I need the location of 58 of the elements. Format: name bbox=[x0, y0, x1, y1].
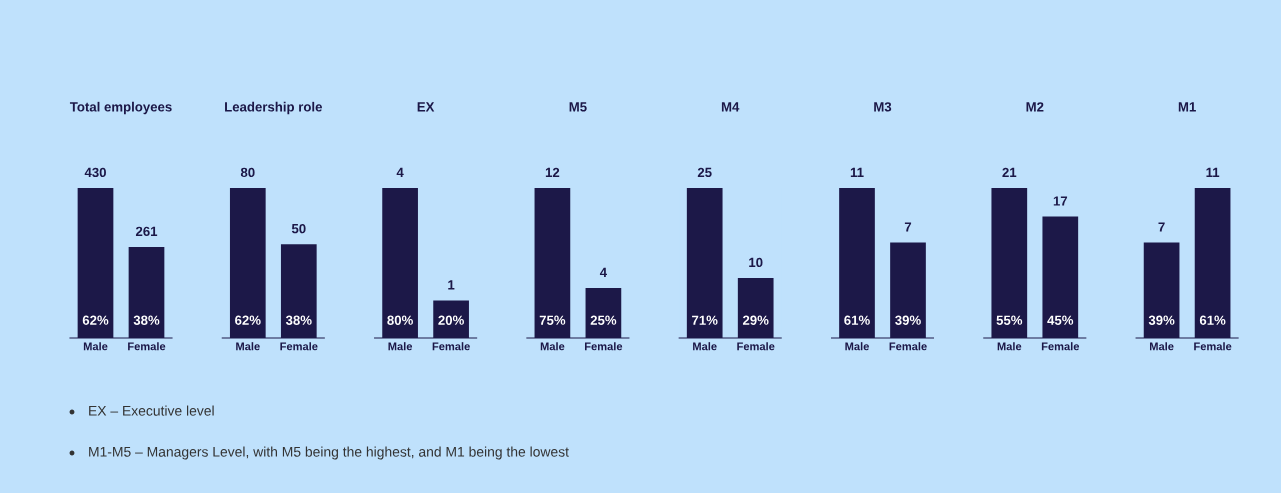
x-tick-label: Female bbox=[889, 342, 927, 351]
data-label: 4 bbox=[396, 167, 404, 177]
x-tick-label: Male bbox=[236, 342, 260, 351]
x-tick-label: Male bbox=[1149, 342, 1174, 351]
chart-title: Leadership role bbox=[225, 101, 322, 115]
data-label: 10 bbox=[749, 257, 763, 268]
chart-title: M4 bbox=[721, 102, 740, 112]
annotation: 29% bbox=[742, 315, 769, 325]
chart-title: M1 bbox=[1178, 102, 1196, 112]
x-tick-label: Female bbox=[1194, 342, 1232, 351]
annotation: 39% bbox=[895, 315, 921, 325]
x-tick-label: Female bbox=[128, 342, 166, 351]
annotation: 62% bbox=[235, 315, 261, 325]
data-label: 21 bbox=[1002, 167, 1017, 177]
data-label: 12 bbox=[545, 167, 560, 177]
annotation: 20% bbox=[438, 315, 464, 325]
annotation: 75% bbox=[539, 315, 566, 325]
data-label: 4 bbox=[599, 267, 607, 277]
chart-title: M2 bbox=[1026, 102, 1044, 112]
annotation: 71% bbox=[692, 315, 718, 325]
data-label: 80 bbox=[240, 167, 255, 178]
annotation: 39% bbox=[1148, 315, 1175, 325]
data-label: 7 bbox=[904, 222, 912, 232]
text: EX – Executive level bbox=[89, 405, 214, 416]
x-tick-label: Male bbox=[83, 342, 108, 351]
x-tick-label: Female bbox=[585, 342, 623, 351]
chart-title: M3 bbox=[874, 102, 892, 112]
data-label: 430 bbox=[84, 167, 106, 178]
x-tick-label: Male bbox=[693, 342, 717, 351]
chart-title: EX bbox=[417, 102, 435, 112]
annotation: 61% bbox=[1199, 315, 1226, 325]
annotation: 25% bbox=[590, 315, 617, 325]
data-label: 25 bbox=[697, 167, 712, 178]
x-tick-label: Female bbox=[737, 342, 775, 351]
annotation: 55% bbox=[996, 315, 1023, 325]
data-label: 7 bbox=[1158, 222, 1165, 232]
annotation: 38% bbox=[285, 315, 312, 325]
x-tick-label: Female bbox=[280, 342, 318, 351]
data-label: 261 bbox=[135, 226, 158, 237]
data-label: 11 bbox=[850, 167, 864, 177]
data-label: 17 bbox=[1053, 196, 1068, 206]
x-tick-label: Male bbox=[997, 342, 1022, 351]
annotation: 38% bbox=[133, 315, 160, 325]
x-tick-label: Male bbox=[388, 342, 413, 351]
chart-title: Total employees bbox=[69, 101, 172, 115]
annotation: 62% bbox=[82, 315, 109, 325]
x-tick-label: Male bbox=[540, 342, 565, 351]
annotation: 61% bbox=[844, 315, 870, 325]
data-label: 50 bbox=[291, 223, 306, 234]
annotation: 45% bbox=[1047, 315, 1074, 325]
x-tick-label: Female bbox=[432, 342, 470, 351]
text: M1-M5 – Managers Level, with M5 being the highest, and M1 being the lowest bbox=[89, 446, 569, 460]
x-tick-label: Male bbox=[845, 342, 869, 351]
x-tick-label: Female bbox=[1041, 342, 1080, 351]
data-label: 11 bbox=[1206, 167, 1220, 177]
chart-title: M5 bbox=[569, 102, 587, 112]
data-label: 1 bbox=[448, 280, 455, 290]
annotation: 80% bbox=[387, 315, 413, 325]
